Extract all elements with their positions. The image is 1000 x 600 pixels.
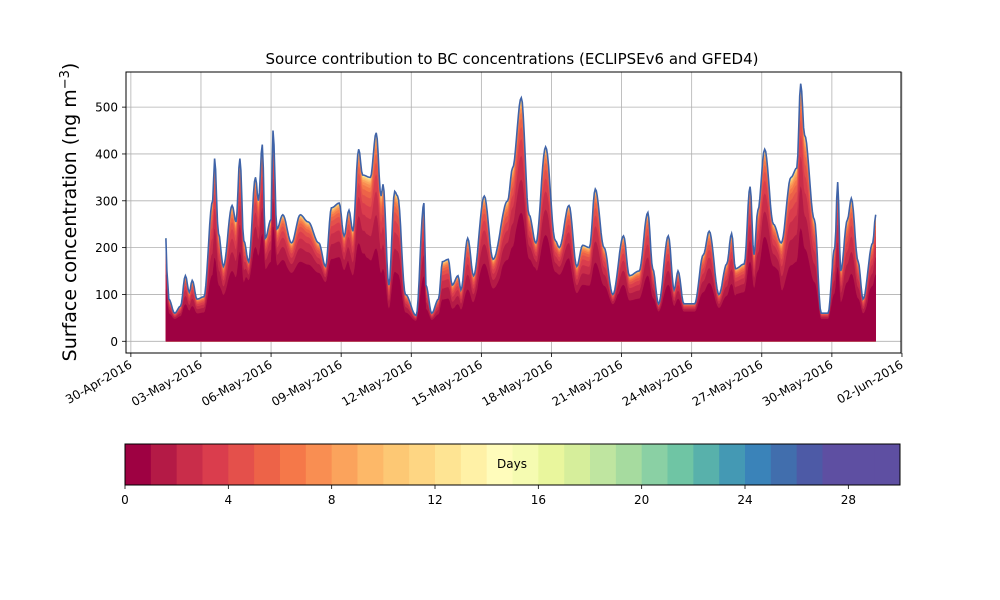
colorbar-swatch xyxy=(848,444,875,485)
x-tick-label: 02-Jun-2016 xyxy=(834,357,905,406)
colorbar-swatch xyxy=(202,444,229,485)
stacked-age-areas xyxy=(165,83,877,342)
colorbar-swatch xyxy=(590,444,617,485)
colorbar-swatch xyxy=(745,444,772,485)
svg-text:Surface concentration (ng m−3): Surface concentration (ng m−3) xyxy=(58,63,82,362)
colorbar-tick-label: 28 xyxy=(841,493,856,507)
age-band-0 xyxy=(165,212,876,342)
colorbar-swatch xyxy=(280,444,307,485)
colorbar-swatch xyxy=(770,444,798,485)
colorbar-swatch xyxy=(667,444,694,485)
colorbar-tick-label: 8 xyxy=(328,493,336,507)
colorbar-swatch xyxy=(228,444,255,485)
colorbar-swatch xyxy=(719,444,746,485)
y-tick-label: 0 xyxy=(110,335,118,349)
x-tick-label: 03-May-2016 xyxy=(129,357,204,409)
chart-title: Source contribution to BC concentrations… xyxy=(265,50,758,68)
colorbar-label: Days xyxy=(497,457,527,471)
colorbar-swatch xyxy=(125,444,152,485)
colorbar-swatch xyxy=(693,444,720,485)
colorbar-swatch xyxy=(615,444,643,485)
y-axis-label-main: Surface concentration (ng m xyxy=(59,89,81,361)
colorbar-swatch xyxy=(460,444,488,485)
colorbar-swatch xyxy=(357,444,384,485)
y-tick-label: 300 xyxy=(95,194,118,208)
colorbar-tick-label: 4 xyxy=(225,493,233,507)
x-tick-label: 30-Apr-2016 xyxy=(63,357,134,406)
colorbar-tick-label: 12 xyxy=(427,493,442,507)
colorbar-swatch xyxy=(796,444,823,485)
colorbar-tick-label: 16 xyxy=(531,493,546,507)
colorbar-tick-label: 0 xyxy=(121,493,129,507)
y-axis-label: Surface concentration (ng m−3) xyxy=(58,63,82,362)
x-tick-label: 21-May-2016 xyxy=(550,357,625,409)
colorbar-swatch xyxy=(435,444,462,485)
colorbar-swatch xyxy=(512,444,539,485)
x-tick-label: 24-May-2016 xyxy=(620,357,695,409)
colorbar-swatch xyxy=(254,444,281,485)
colorbar-tick-label: 24 xyxy=(737,493,752,507)
colorbar-swatch xyxy=(822,444,849,485)
colorbar-swatch xyxy=(564,444,591,485)
colorbar-frame xyxy=(124,443,901,486)
y-tick-label: 400 xyxy=(95,147,118,161)
y-axis-label-exponent: −3 xyxy=(58,70,73,89)
colorbar-tick-label: 20 xyxy=(634,493,649,507)
colorbar: 0 4 8 12 16 20 24 28 xyxy=(121,443,901,507)
x-tick-label: 15-May-2016 xyxy=(409,357,484,409)
colorbar-swatch xyxy=(176,444,203,485)
y-tick-label: 100 xyxy=(95,288,118,302)
colorbar-swatch xyxy=(538,444,565,485)
y-tick-label: 500 xyxy=(95,101,118,115)
colorbar-swatch xyxy=(409,444,436,485)
plot-frame xyxy=(125,71,902,354)
colorbar-swatch xyxy=(305,444,333,485)
total-line xyxy=(165,83,877,317)
x-tick-label: 12-May-2016 xyxy=(339,357,414,409)
x-tick-label: 18-May-2016 xyxy=(479,357,554,409)
colorbar-swatch xyxy=(641,444,668,485)
x-tick-label: 09-May-2016 xyxy=(269,357,344,409)
y-axis-label-close: ) xyxy=(59,63,81,70)
colorbar-swatch xyxy=(383,444,410,485)
x-tick-label: 30-May-2016 xyxy=(760,357,835,409)
colorbar-swatch xyxy=(150,444,178,485)
colorbar-swatch xyxy=(331,444,358,485)
x-tick-label: 27-May-2016 xyxy=(690,357,765,409)
colorbar-swatch xyxy=(874,444,901,485)
colorbar-swatch xyxy=(486,444,513,485)
y-tick-label: 200 xyxy=(95,241,118,255)
x-tick-label: 06-May-2016 xyxy=(199,357,274,409)
